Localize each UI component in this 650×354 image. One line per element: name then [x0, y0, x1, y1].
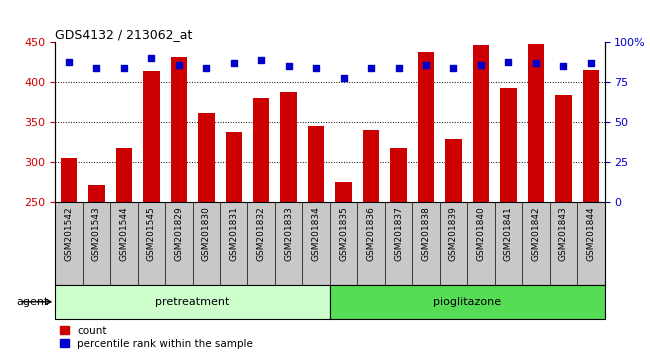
Text: GSM201834: GSM201834 — [311, 206, 320, 261]
Point — [146, 56, 157, 61]
Bar — [500, 88, 517, 202]
Bar — [390, 148, 407, 202]
Point — [174, 62, 184, 68]
Bar — [445, 139, 462, 202]
Text: GDS4132 / 213062_at: GDS4132 / 213062_at — [55, 28, 192, 41]
Bar — [60, 158, 77, 202]
Bar — [418, 52, 434, 202]
Bar — [308, 126, 324, 202]
Text: GSM201832: GSM201832 — [257, 206, 266, 261]
Point — [256, 57, 266, 63]
Point — [64, 59, 74, 64]
Point — [201, 65, 211, 71]
Bar — [198, 113, 214, 202]
Bar — [226, 132, 242, 202]
Text: GSM201542: GSM201542 — [64, 206, 73, 261]
Point — [448, 65, 459, 71]
Text: GSM201839: GSM201839 — [449, 206, 458, 261]
Text: GSM201842: GSM201842 — [531, 206, 540, 261]
Point — [476, 62, 486, 68]
Bar — [582, 69, 599, 202]
Point — [91, 65, 101, 71]
Bar — [363, 130, 380, 202]
Text: GSM201841: GSM201841 — [504, 206, 513, 261]
Text: GSM201829: GSM201829 — [174, 206, 183, 261]
Text: GSM201833: GSM201833 — [284, 206, 293, 261]
Text: GSM201835: GSM201835 — [339, 206, 348, 261]
Point — [530, 60, 541, 66]
Text: GSM201830: GSM201830 — [202, 206, 211, 261]
Point — [503, 59, 514, 64]
Bar — [88, 185, 105, 202]
Point — [421, 62, 431, 68]
Text: GSM201838: GSM201838 — [421, 206, 430, 261]
Text: GSM201840: GSM201840 — [476, 206, 486, 261]
Text: pretreatment: pretreatment — [155, 297, 229, 307]
Legend: count, percentile rank within the sample: count, percentile rank within the sample — [60, 326, 253, 349]
Text: agent: agent — [16, 297, 49, 307]
Bar — [143, 71, 160, 202]
Bar — [253, 98, 270, 202]
Bar — [116, 148, 132, 202]
Bar — [528, 44, 544, 202]
Bar — [473, 45, 489, 202]
Point — [393, 65, 404, 71]
Point — [339, 75, 349, 80]
Point — [311, 65, 321, 71]
Text: GSM201545: GSM201545 — [147, 206, 156, 261]
Text: pioglitazone: pioglitazone — [433, 297, 501, 307]
Text: GSM201836: GSM201836 — [367, 206, 376, 261]
Bar — [335, 182, 352, 202]
Point — [366, 65, 376, 71]
Point — [283, 64, 294, 69]
Text: GSM201837: GSM201837 — [394, 206, 403, 261]
Text: GSM201544: GSM201544 — [120, 206, 129, 261]
Text: GSM201831: GSM201831 — [229, 206, 239, 261]
FancyBboxPatch shape — [55, 285, 330, 319]
Point — [586, 60, 596, 66]
Point — [229, 60, 239, 66]
Point — [558, 64, 569, 69]
Bar — [170, 57, 187, 202]
Point — [119, 65, 129, 71]
Text: GSM201844: GSM201844 — [586, 206, 595, 261]
Text: GSM201543: GSM201543 — [92, 206, 101, 261]
Text: GSM201843: GSM201843 — [559, 206, 568, 261]
Bar — [555, 95, 571, 202]
Bar — [280, 92, 297, 202]
FancyBboxPatch shape — [330, 285, 604, 319]
